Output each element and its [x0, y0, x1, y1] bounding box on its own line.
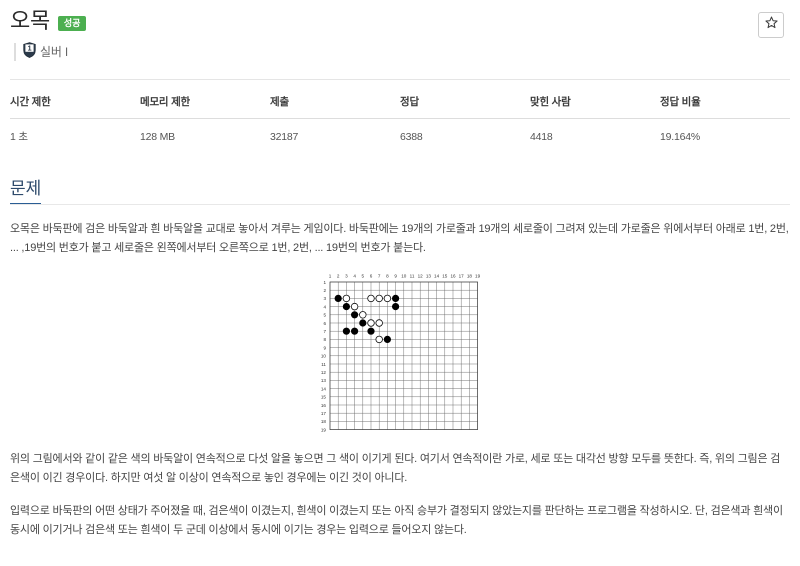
black-stone: [384, 335, 392, 343]
board-col-label: 3: [345, 273, 348, 278]
cell-time-limit: 1 초: [10, 131, 28, 143]
header-divider: [10, 79, 790, 80]
board-col-label: 7: [378, 273, 381, 278]
black-stone: [334, 294, 343, 302]
table-row: 1 초 128 MB 32187 6388 4418 19.164%: [10, 119, 790, 154]
board-col-label: 14: [434, 273, 440, 278]
white-stone: [367, 294, 375, 303]
board-col-label: 17: [459, 273, 465, 278]
board-row-label: 12: [321, 370, 327, 375]
board-col-label: 11: [410, 273, 415, 278]
go-board-diagram: 1 2 3 4 5 6 7 8 9 10 11 12 13 14 15 16 17 18 1912345678910…: [321, 273, 481, 432]
board-row-label: 15: [321, 395, 327, 400]
board-row-label: 9: [324, 345, 327, 350]
cell-submissions: 32187: [270, 130, 299, 143]
col-header-submissions: 제출: [270, 94, 400, 119]
board-row-label: 18: [321, 419, 327, 424]
col-header-solved-users: 맞힌 사람: [530, 94, 660, 119]
board-col-label: 16: [451, 273, 457, 278]
board-border: [329, 281, 479, 430]
board-row-label: 19: [321, 427, 327, 432]
black-stone: [351, 327, 359, 335]
board-row-label: 4: [324, 304, 327, 309]
board-col-label: 19: [475, 273, 481, 278]
board-col-label: 5: [362, 273, 365, 278]
black-stone: [351, 311, 359, 319]
white-stone: [351, 302, 359, 311]
black-stone: [343, 302, 351, 311]
white-stone: [375, 319, 384, 327]
board-row-label: 6: [324, 321, 327, 326]
board-row-label: 13: [321, 378, 327, 383]
col-header-memory-limit: 메모리 제한: [140, 94, 270, 119]
board-col-label: 1: [329, 273, 332, 278]
white-stone: [375, 294, 384, 303]
board-row-label: 2: [324, 288, 327, 293]
page-title: 오목: [10, 8, 50, 33]
board-row-label: 8: [324, 337, 327, 342]
favorite-button[interactable]: [758, 12, 784, 38]
board-row-label: 16: [321, 403, 327, 408]
board-col-label: 8: [386, 273, 389, 278]
section-title-problem: 문제: [10, 179, 42, 205]
cell-accepted: 6388: [400, 130, 423, 143]
cell-memory-limit: 128 MB: [140, 130, 175, 143]
title-block: 오목 성공 1 실버 I: [10, 8, 87, 63]
section-divider: [10, 204, 790, 205]
col-header-time-limit: 시간 제한: [10, 94, 140, 119]
col-header-accept-rate: 정답 비율: [660, 94, 790, 119]
board-col-label: 4: [354, 273, 357, 278]
black-stone: [359, 319, 367, 327]
board-row-label: 11: [321, 362, 326, 367]
board-col-label: 13: [426, 273, 432, 278]
problem-paragraph-1: 오목은 바둑판에 검은 바둑알과 흰 바둑알을 교대로 놓아서 겨루는 게임이다…: [10, 223, 789, 254]
board-row-label: 14: [321, 386, 327, 391]
silver-tier-shield-icon: 1: [23, 41, 36, 63]
board-col-label: 9: [395, 273, 398, 278]
svg-text:1: 1: [27, 43, 31, 52]
page-header: 오목 성공 1 실버 I: [0, 0, 800, 61]
board-col-label: 18: [467, 273, 473, 278]
black-stone: [343, 327, 351, 335]
board-col-label: 12: [418, 273, 424, 278]
white-stone: [375, 335, 384, 344]
white-stone: [359, 311, 367, 319]
board-row-label: 1: [324, 280, 327, 285]
problem-paragraph-2: 위의 그림에서와 같이 같은 색의 바둑알이 연속적으로 다섯 알을 놓으면 그…: [10, 452, 781, 484]
table-header-row: 시간 제한 메모리 제한 제출 정답 맞힌 사람 정답 비율: [10, 94, 790, 119]
board-col-label: 10: [401, 273, 407, 278]
status-badge: 성공: [57, 15, 87, 31]
go-board-figure: 1 2 3 4 5 6 7 8 9 10 11 12 13 14 15 16 17 18 19 1 2 3 4 5 6 7 8 9 10…: [0, 268, 800, 436]
black-stone: [367, 327, 375, 335]
star-icon: [764, 16, 778, 34]
white-stone: [383, 294, 392, 303]
col-header-accepted: 정답: [400, 94, 530, 119]
tier-block[interactable]: 1 실버 I: [14, 41, 86, 63]
problem-section-heading: 문제: [10, 179, 42, 205]
black-stone: [392, 294, 400, 302]
cell-accept-rate: 19.164%: [660, 130, 701, 143]
black-stone: [392, 302, 400, 311]
board-col-label: 6: [370, 273, 373, 278]
board-row-label: 17: [321, 411, 327, 416]
board-col-label: 15: [442, 273, 448, 278]
title-line: 오목 성공: [10, 8, 87, 34]
cell-solved-users: 4418: [530, 130, 553, 143]
board-row-label: 5: [324, 313, 327, 318]
board-row-label: 7: [324, 329, 327, 334]
problem-info-table: 시간 제한 메모리 제한 제출 정답 맞힌 사람 정답 비율 1 초 128 M…: [10, 94, 790, 153]
problem-paragraph-3: 입력으로 바둑판의 어떤 상태가 주어졌을 때, 검은색이 이겼는지, 흰색이 …: [10, 504, 783, 536]
white-stone: [342, 294, 351, 303]
board-col-label: 2: [337, 273, 340, 278]
board-row-label: 10: [321, 354, 327, 359]
tier-label: 실버 I: [40, 45, 68, 59]
white-stone: [367, 319, 375, 327]
board-row-label: 3: [324, 296, 327, 301]
